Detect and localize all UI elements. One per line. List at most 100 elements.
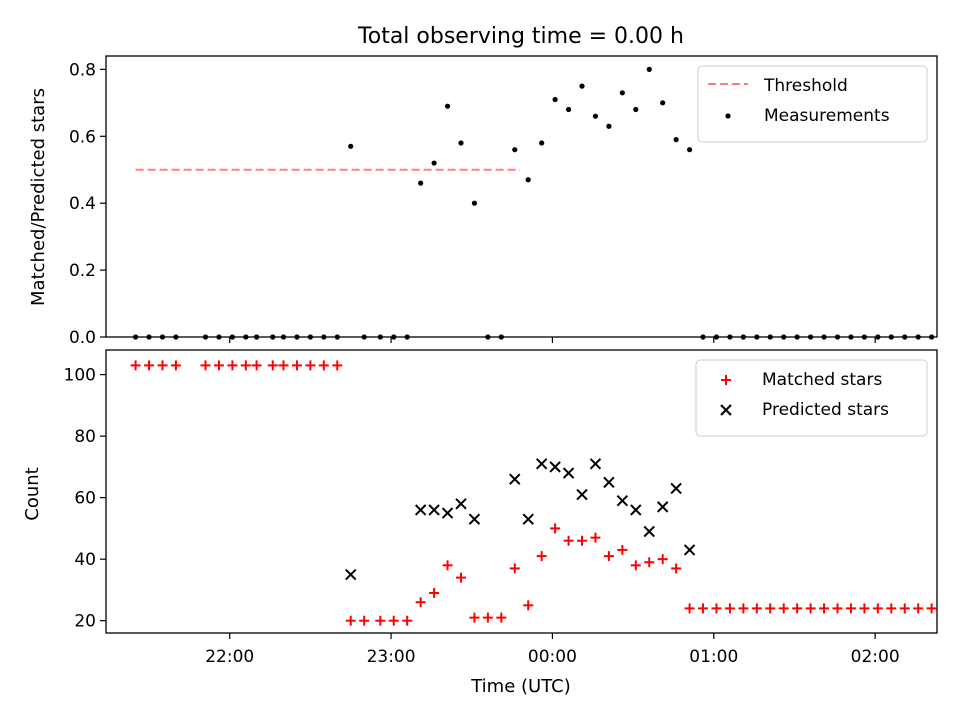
matched-star-marker xyxy=(765,603,776,614)
measurement-point xyxy=(592,113,599,119)
marker-stroke xyxy=(562,467,575,479)
measurement-point xyxy=(485,334,491,340)
marker-stroke xyxy=(589,458,602,470)
measurement-point xyxy=(431,160,437,166)
xtick-label: 23:00 xyxy=(367,647,416,667)
predicted-star-marker xyxy=(522,513,534,525)
measurement-point xyxy=(821,334,827,340)
measurement-point xyxy=(619,90,625,96)
marker-stroke xyxy=(683,544,696,556)
bottom-y-axis-label: Count xyxy=(22,467,43,520)
legend-label: Matched stars xyxy=(762,370,882,390)
measurement-point xyxy=(834,334,841,340)
measurement-point xyxy=(280,334,287,340)
marker-stroke xyxy=(576,488,588,501)
measurement-point xyxy=(471,200,478,206)
top-y-axis-label: Matched/Predicted stars xyxy=(28,88,49,306)
matched-star-marker xyxy=(617,544,628,555)
matched-star-marker xyxy=(213,360,224,371)
matched-star-marker xyxy=(469,612,480,623)
matched-star-marker xyxy=(509,563,520,574)
legend-box xyxy=(695,359,928,437)
measurement-point xyxy=(606,123,612,129)
measurement-point xyxy=(727,334,733,340)
measurement-point xyxy=(525,177,531,183)
matched-star-marker xyxy=(644,557,655,568)
matched-star-marker xyxy=(859,603,870,614)
measurement-point xyxy=(794,334,800,340)
bottom-ytick-label: 40 xyxy=(74,550,96,570)
predicted-star-marker xyxy=(455,498,467,510)
matched-star-marker xyxy=(429,588,440,599)
legend-handle-measurements xyxy=(725,113,731,119)
matched-star-marker xyxy=(375,615,386,626)
measurement-point xyxy=(915,334,921,340)
measurement-point xyxy=(754,334,760,340)
measurement-point xyxy=(307,334,313,340)
measurement-point xyxy=(848,334,854,340)
measurement-point xyxy=(444,103,451,109)
measurement-point xyxy=(713,334,720,340)
predicted-stars-series xyxy=(345,458,696,581)
bottom-ytick-label: 80 xyxy=(74,427,96,447)
measurement-point xyxy=(929,334,935,340)
matched-star-marker xyxy=(590,532,601,543)
matched-star-marker xyxy=(318,360,329,371)
matched-star-marker xyxy=(157,360,168,371)
predicted-star-marker xyxy=(603,476,615,488)
matched-star-marker xyxy=(305,360,316,371)
matched-star-marker xyxy=(240,360,251,371)
matched-star-marker xyxy=(886,603,897,614)
matched-star-marker xyxy=(845,603,856,614)
matched-star-marker xyxy=(926,603,937,614)
matched-star-marker xyxy=(345,615,356,626)
measurement-point xyxy=(202,334,209,340)
predicted-star-marker xyxy=(683,544,696,556)
measurement-point xyxy=(229,334,235,340)
matched-star-marker xyxy=(455,572,466,583)
predicted-star-marker xyxy=(643,525,655,538)
measurement-point xyxy=(673,137,679,143)
predicted-star-marker xyxy=(670,482,682,495)
matched-star-marker xyxy=(630,560,641,571)
predicted-star-marker xyxy=(630,504,642,516)
measurement-point xyxy=(243,334,249,340)
top-legend: Threshold Measurements xyxy=(697,65,928,143)
predicted-star-marker xyxy=(345,568,357,581)
legend-handle-predicted xyxy=(720,404,732,416)
matched-star-marker xyxy=(563,535,574,546)
matched-star-marker xyxy=(603,551,614,562)
marker-stroke xyxy=(720,404,732,416)
measurement-point xyxy=(334,334,340,340)
marker-stroke xyxy=(656,501,669,513)
top-ytick-label: 0.0 xyxy=(69,328,96,348)
matched-star-marker xyxy=(332,360,343,371)
matched-star-marker xyxy=(724,603,735,614)
measurement-point xyxy=(270,334,276,340)
marker-stroke xyxy=(549,461,561,473)
top-ytick-label: 0.8 xyxy=(69,60,96,80)
matched-star-marker xyxy=(496,612,507,623)
matched-star-marker xyxy=(577,535,588,546)
matched-star-marker xyxy=(698,603,709,614)
matched-star-marker xyxy=(657,554,668,565)
matched-star-marker xyxy=(482,612,493,623)
matched-star-marker xyxy=(523,600,534,611)
marker-stroke xyxy=(535,458,548,470)
marker-stroke xyxy=(522,513,534,525)
marker-stroke xyxy=(670,482,682,495)
marker-stroke xyxy=(428,504,440,516)
measurement-point xyxy=(361,334,367,340)
measurement-point xyxy=(861,334,867,340)
matched-star-marker xyxy=(805,603,816,614)
measurement-point xyxy=(646,66,652,72)
x-axis-label: Time (UTC) xyxy=(470,676,571,697)
matched-star-marker xyxy=(278,360,289,371)
measurement-point xyxy=(146,334,152,340)
bottom-ytick-label: 60 xyxy=(74,489,96,509)
measurement-point xyxy=(539,140,545,146)
matched-star-marker xyxy=(267,360,278,371)
measurement-point xyxy=(404,334,410,340)
measurement-point xyxy=(216,334,222,340)
